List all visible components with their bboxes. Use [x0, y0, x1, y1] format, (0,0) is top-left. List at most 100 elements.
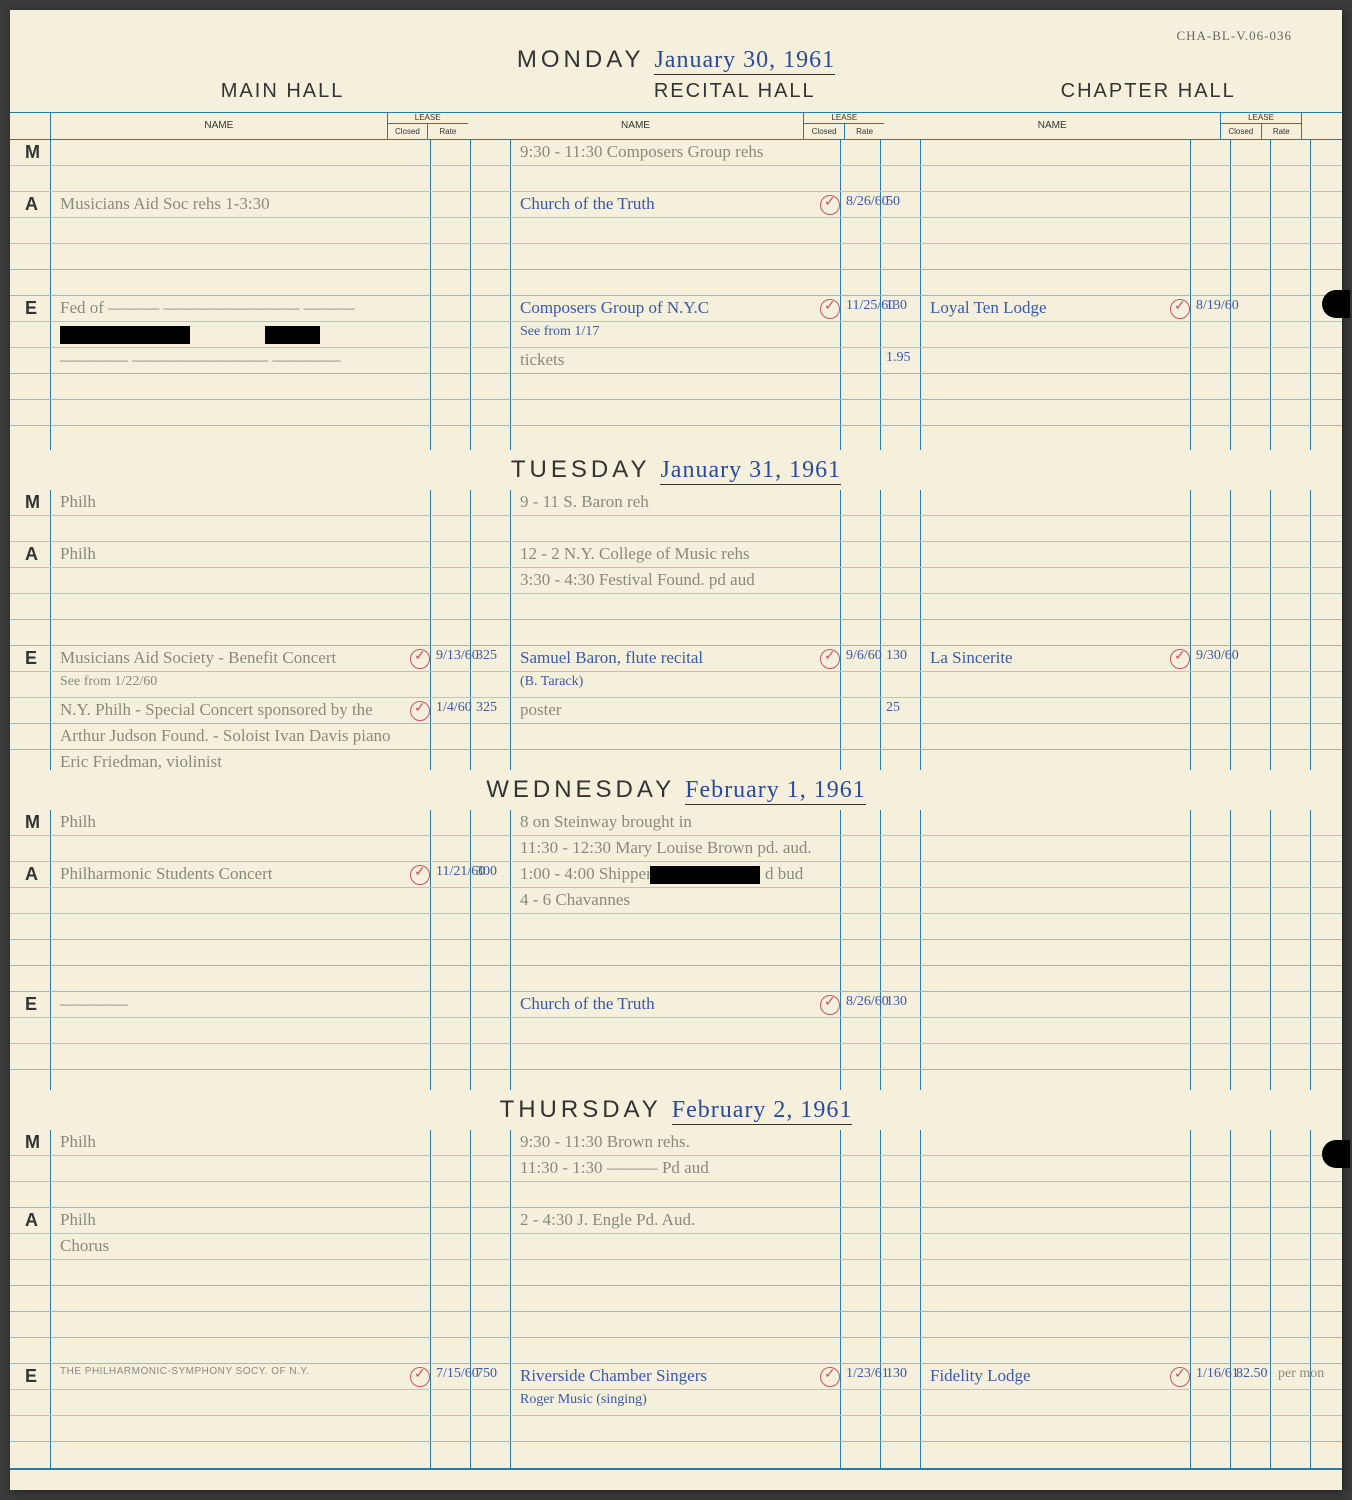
entry-text: Philh [60, 1210, 96, 1230]
lease-closed: 8/19/60 [1196, 298, 1239, 314]
entry-text: ———— ———————— ———— [60, 350, 341, 370]
entry-text: Roger Music (singing) [520, 1392, 647, 1408]
lease-closed: 1/4/60 [436, 700, 472, 716]
entry-text: 3:30 - 4:30 Festival Found. pd aud [520, 570, 755, 590]
entry-text: N.Y. Philh - Special Concert sponsored b… [60, 700, 373, 720]
check-icon [410, 649, 430, 669]
entry-text: 8 on Steinway brought in [520, 812, 692, 832]
entry-text: tickets [520, 350, 564, 370]
date-handwritten: February 2, 1961 [672, 1097, 853, 1125]
session-label-e: E [25, 994, 37, 1015]
session-label-a: A [25, 544, 38, 565]
entry-text: 2 - 4:30 J. Engle Pd. Aud. [520, 1210, 695, 1230]
entry-text: Philh [60, 1132, 96, 1152]
entry-text: La Sincerite [930, 648, 1013, 668]
entry-text: 11:30 - 1:30 ——— Pd aud [520, 1158, 709, 1178]
hall-title-recital: RECITAL HALL [515, 80, 954, 112]
entry-text: Arthur Judson Found. - Soloist Ivan Davi… [60, 726, 391, 746]
col-name-chapter: NAME [884, 113, 1221, 139]
weekday-label: MONDAY [517, 46, 645, 73]
check-icon [1170, 299, 1190, 319]
lease-closed: 1/23/61 [846, 1366, 889, 1382]
session-label-m: M [25, 142, 40, 163]
lease-rate: 300 [476, 864, 497, 880]
day-block-monday: MONDAY January 30, 1961 MAIN HALL RECITA… [10, 40, 1342, 454]
check-icon [1170, 649, 1190, 669]
session-label-a: A [25, 1210, 38, 1231]
lease-rate: 130 [886, 1366, 907, 1382]
lease-rate: 130 [886, 648, 907, 664]
entry-text: See from 1/22/60 [60, 674, 157, 690]
lease-rate: 325 [476, 700, 497, 716]
entry-text: 9:30 - 11:30 Composers Group rehs [520, 142, 764, 162]
lease-closed: 9/13/60 [436, 648, 479, 664]
check-icon [820, 649, 840, 669]
entry-text: 9:30 - 11:30 Brown rehs. [520, 1132, 690, 1152]
lease-rate: 1.95 [886, 350, 911, 366]
ledger-body-wednesday: MAEPhilhPhilharmonic Students Concert11/… [10, 810, 1342, 1098]
day-block-thursday: THURSDAY February 2, 1961 MAEPhilhPhilhC… [10, 1090, 1342, 1470]
entry-text: Philh [60, 544, 96, 564]
lease-rate: 130 [886, 298, 907, 314]
redaction-bar [60, 326, 190, 344]
hall-title-chapter: CHAPTER HALL [954, 80, 1342, 112]
col-lease-recital: LEASE ClosedRate [804, 113, 884, 139]
session-label-m: M [25, 812, 40, 833]
hall-title-main: MAIN HALL [10, 80, 515, 112]
entry-text: Fed of ——— ———————— ——— [60, 298, 355, 318]
entry-text: 1:00 - 4:00 Shippers, [520, 864, 663, 884]
check-icon [820, 195, 840, 215]
entry-text: Church of the Truth [520, 194, 655, 214]
entry-text: Samuel Baron, flute recital [520, 648, 703, 668]
entry-text: Musicians Aid Soc rehs 1-3:30 [60, 194, 270, 214]
lease-rate: 130 [886, 994, 907, 1010]
entry-text: THE PHILHARMONIC-SYMPHONY SOCY. OF N.Y. [60, 1366, 310, 1377]
lease-note: per mon [1278, 1366, 1324, 1382]
entry-text: Chorus [60, 1236, 109, 1256]
binder-punch-top [1322, 290, 1350, 318]
check-icon [410, 1367, 430, 1387]
lease-rate: 750 [476, 1366, 497, 1382]
redaction-bar [650, 866, 760, 884]
lease-rate: 325 [476, 648, 497, 664]
weekday-label: TUESDAY [511, 456, 651, 483]
ledger-body-tuesday: MAEPhilhPhilhMusicians Aid Society - Ben… [10, 490, 1342, 778]
lease-rate: 50 [886, 194, 900, 210]
col-name-recital: NAME [468, 113, 805, 139]
lease-closed: 9/30/60 [1196, 648, 1239, 664]
entry-text: Philharmonic Students Concert [60, 864, 272, 884]
day-block-wednesday: WEDNESDAY February 1, 1961 M A E Philh Philh… [10, 770, 1342, 1098]
col-name-main: NAME [51, 113, 388, 139]
session-label-a: A [25, 194, 38, 215]
lease-closed: 9/6/60 [846, 648, 882, 664]
ledger-page: CHA-BL-V.06-036 MONDAY January 30, 1961 … [10, 10, 1342, 1490]
session-label-a: A [25, 864, 38, 885]
check-icon [820, 299, 840, 319]
entry-text: 11:30 - 12:30 Mary Louise Brown pd. aud. [520, 838, 812, 858]
lease-rate: 25 [886, 700, 900, 716]
weekday-label: WEDNESDAY [486, 776, 675, 803]
entry-text: Loyal Ten Lodge [930, 298, 1047, 318]
session-label-e: E [25, 1366, 37, 1387]
col-lease-main: LEASE ClosedRate [388, 113, 468, 139]
check-icon [820, 1367, 840, 1387]
check-icon [1170, 1367, 1190, 1387]
session-label-e: E [25, 298, 37, 319]
date-handwritten: January 30, 1961 [654, 47, 835, 75]
redaction-bar [265, 326, 320, 344]
entry-text: Riverside Chamber Singers [520, 1366, 707, 1386]
entry-text: Philh [60, 812, 96, 832]
lease-closed: 8/26/60 [846, 194, 889, 210]
entry-text: poster [520, 700, 562, 720]
entry-text-after-redact: d bud [765, 864, 803, 884]
binder-punch-bottom [1322, 1140, 1350, 1168]
date-handwritten: February 1, 1961 [685, 777, 866, 805]
ledger-body-thursday: MAEPhilhPhilhChorusTHE PHILHARMONIC-SYMP… [10, 1130, 1342, 1470]
day-header: THURSDAY February 2, 1961 [10, 1090, 1342, 1130]
entry-text: (B. Tarack) [520, 674, 583, 690]
ledger-body-monday: M A E Musicians Aid Soc rehs 1-3:30 Fed of —… [10, 140, 1342, 454]
hall-titles-row: MAIN HALL RECITAL HALL CHAPTER HALL [10, 80, 1342, 112]
entry-text: See from 1/17 [520, 324, 599, 340]
entry-text: Church of the Truth [520, 994, 655, 1014]
check-icon [410, 701, 430, 721]
